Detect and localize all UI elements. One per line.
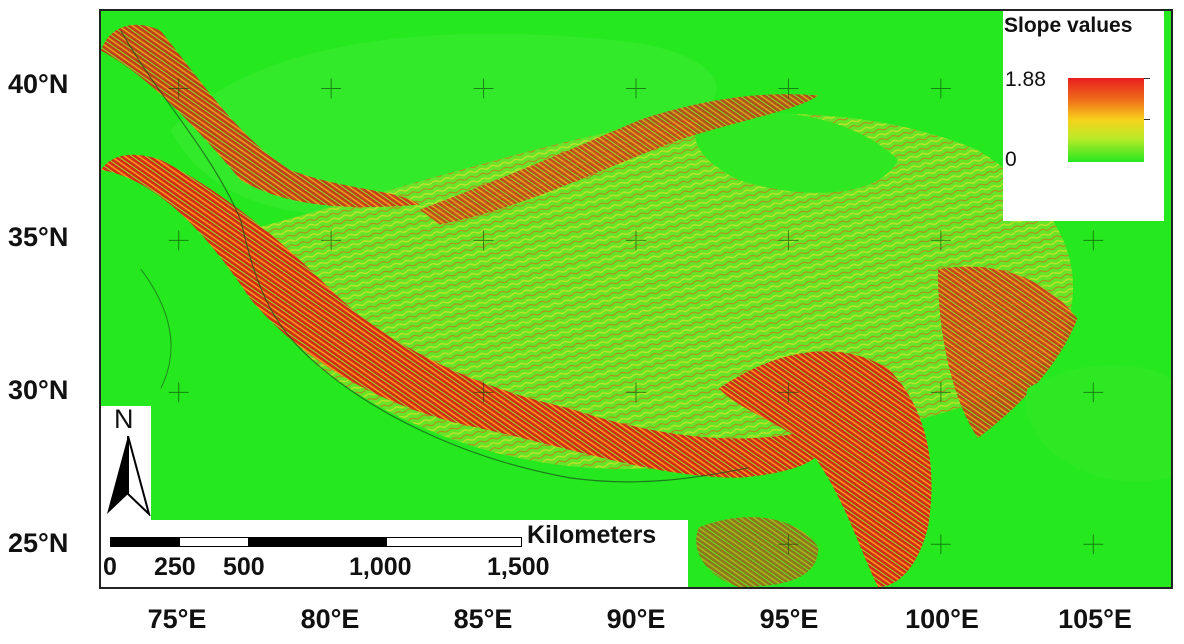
scale-segment-500-1000 [248, 537, 387, 547]
latitude-label-35n: 35°N [8, 222, 69, 252]
legend-tick-mid [1144, 119, 1150, 120]
scale-tick-250: 250 [154, 553, 196, 581]
latitude-label-25n: 25°N [8, 528, 69, 558]
scale-segment-0-250 [110, 537, 180, 547]
north-letter: N [114, 404, 134, 434]
scale-bar-panel [101, 520, 688, 587]
scale-tick-0: 0 [103, 553, 117, 581]
scale-tick-500: 500 [223, 553, 265, 581]
scale-bar [110, 537, 522, 547]
north-arrow-icon [107, 436, 151, 516]
scale-segment-1000-1500 [386, 537, 522, 547]
longitude-label-80e: 80°E [300, 604, 360, 634]
legend-color-ramp [1068, 78, 1144, 162]
slope-map-raster [101, 11, 1171, 587]
longitude-label-90e: 90°E [606, 604, 666, 634]
longitude-label-75e: 75°E [147, 604, 207, 634]
latitude-label-40n: 40°N [8, 69, 69, 99]
longitude-label-95e: 95°E [759, 604, 819, 634]
longitude-label-85e: 85°E [453, 604, 513, 634]
scale-tick-1500: 1,500 [487, 553, 550, 581]
slope-map [99, 9, 1173, 589]
legend-min-label: 0 [1005, 148, 1017, 171]
legend-title: Slope values [1004, 14, 1133, 37]
scale-units-label: Kilometers [527, 521, 657, 549]
longitude-label-100e: 100°E [905, 604, 979, 634]
latitude-label-30n: 30°N [8, 375, 69, 405]
legend-max-label: 1.88 [1005, 68, 1046, 91]
longitude-label-105e: 105°E [1058, 604, 1132, 634]
legend-tick-top [1144, 78, 1150, 79]
scale-segment-250-500 [179, 537, 249, 547]
scale-tick-1000: 1,000 [349, 553, 412, 581]
